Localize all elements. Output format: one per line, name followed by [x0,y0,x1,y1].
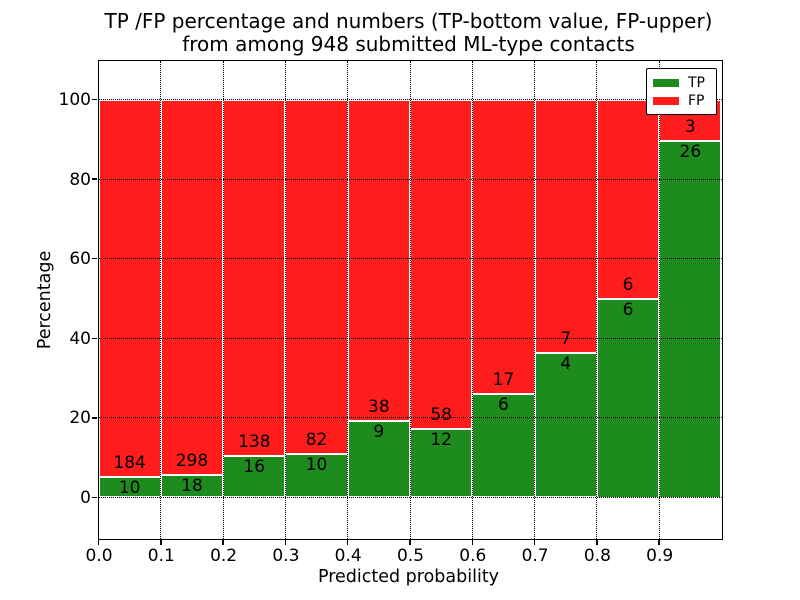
y-tick-mark [91,98,97,101]
chart-title-line2: from among 948 submitted ML-type contact… [182,32,635,56]
bar-segment-fp [285,99,348,455]
bar-label-tp-count: 9 [373,422,385,443]
y-tick-mark [91,417,97,419]
bar-label-fp-count: 7 [560,328,572,349]
gridline-vertical [658,60,660,539]
chart-title-line1: TP /FP percentage and numbers (TP-bottom… [104,9,713,33]
bar-segment-fp [160,99,224,475]
x-tick-label: 0.4 [334,546,362,566]
legend-item: FP [653,92,710,109]
x-tick-label: 0.9 [646,546,674,566]
gridline-vertical [347,60,349,539]
bar-segment-tp [347,421,410,498]
x-tick-label: 0.6 [459,546,487,566]
bar-label-tp-count: 10 [118,477,141,498]
bar-label-fp-count: 17 [492,369,515,390]
legend-swatch-tp [653,78,679,87]
gridline-vertical [534,60,536,539]
x-tick-label: 0.0 [85,546,113,566]
gridline-horizontal [98,99,722,100]
chart-title: TP /FP percentage and numbers (TP-bottom… [97,10,720,56]
bar-label-fp-count: 184 [113,452,146,473]
gridline-horizontal [98,417,722,419]
bar-segment-fp [534,99,597,353]
y-tick-mark [91,337,97,340]
gridline-horizontal [98,258,722,260]
bar-label-tp-count: 6 [498,394,509,415]
gridline-horizontal [98,178,722,180]
bar-segment-fp [223,99,286,457]
y-tick-label: 20 [69,408,91,429]
bar-label-tp-count: 4 [560,353,572,374]
x-tick-label: 0.7 [521,546,549,566]
gridline-vertical [596,60,598,539]
bar-label-fp-count: 138 [238,432,271,453]
bar-segment-fp [472,99,535,394]
y-tick-mark [91,496,97,499]
gridline-horizontal [98,337,722,339]
y-tick-label: 40 [69,328,91,349]
x-tick-mark [658,538,660,545]
bar-segment-tp [534,352,597,498]
gridline-horizontal [98,497,722,498]
gridline-vertical [471,60,473,539]
x-tick-mark [97,538,100,545]
y-tick-label: 60 [69,249,91,270]
gridline-vertical [284,60,286,539]
bar-segment-tp [285,454,348,498]
x-tick-mark [471,538,474,545]
bar-label-fp-count: 298 [175,450,209,471]
bar-label-tp-count: 18 [181,475,203,496]
legend-item: TP [653,74,710,91]
x-tick-mark [222,538,224,545]
bar-segment-fp [410,99,473,430]
x-tick-label: 0.8 [583,546,611,566]
x-tick-mark [284,538,287,545]
x-tick-mark [160,538,162,545]
bar-label-fp-count: 58 [430,405,452,426]
bar-label-fp-count: 38 [368,397,390,418]
x-tick-mark [346,538,349,545]
bar-label-fp-count: 3 [684,116,696,137]
bar-label-tp-count: 10 [305,455,328,476]
x-tick-label: 0.3 [272,546,300,566]
bar-segment-tp [98,476,161,498]
bar-segment-tp [410,429,473,498]
y-tick-label: 0 [80,488,91,508]
y-tick-label: 100 [58,90,91,110]
bar-segment-fp [98,99,161,477]
x-axis-label: Predicted probability [317,567,500,587]
bar-label-tp-count: 16 [243,457,266,478]
bar-label-fp-count: 6 [622,274,634,295]
bar-segment-tp [596,298,660,498]
bar-segment-fp [347,99,410,422]
bar-segment-fp [596,99,660,299]
gridline-vertical [160,60,162,539]
x-tick-label: 0.2 [210,546,238,566]
gridline-vertical [222,60,224,539]
x-tick-mark [533,538,536,545]
x-tick-mark [409,538,411,545]
bar-label-tp-count: 26 [679,141,702,162]
bar-label-tp-count: 6 [622,299,634,320]
legend-label: FP [688,92,705,109]
bar-segment-tp [659,140,722,498]
y-tick-mark [91,178,97,180]
x-tick-mark [596,538,598,545]
bar-segment-tp [472,393,535,498]
bar-segment-tp [160,474,224,498]
legend-swatch-fp [653,96,679,105]
bar-segment-tp [223,456,286,498]
bar-label-fp-count: 82 [305,430,328,451]
legend-label: TP [688,74,705,91]
gridline-vertical [409,60,411,539]
x-tick-label: 0.1 [147,546,175,566]
legend: TP FP [646,68,717,115]
plot-area: 184 10 298 18 138 16 82 10 38 9 58 12 17 6 7 4 6 6 3 26 [91,59,723,545]
x-tick-label: 0.5 [396,546,425,566]
y-tick-label: 80 [69,169,91,190]
bar-label-tp-count: 12 [430,430,452,451]
y-tick-mark [91,257,97,260]
